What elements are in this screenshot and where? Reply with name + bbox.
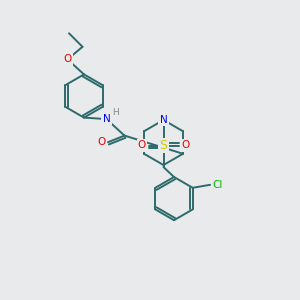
Text: N: N bbox=[103, 114, 110, 124]
Text: Cl: Cl bbox=[212, 180, 223, 190]
Text: S: S bbox=[160, 139, 167, 152]
Text: N: N bbox=[160, 115, 167, 125]
Text: O: O bbox=[138, 140, 146, 151]
Text: O: O bbox=[98, 137, 106, 147]
Text: O: O bbox=[181, 140, 189, 151]
Text: H: H bbox=[112, 108, 119, 117]
Text: O: O bbox=[63, 54, 72, 64]
